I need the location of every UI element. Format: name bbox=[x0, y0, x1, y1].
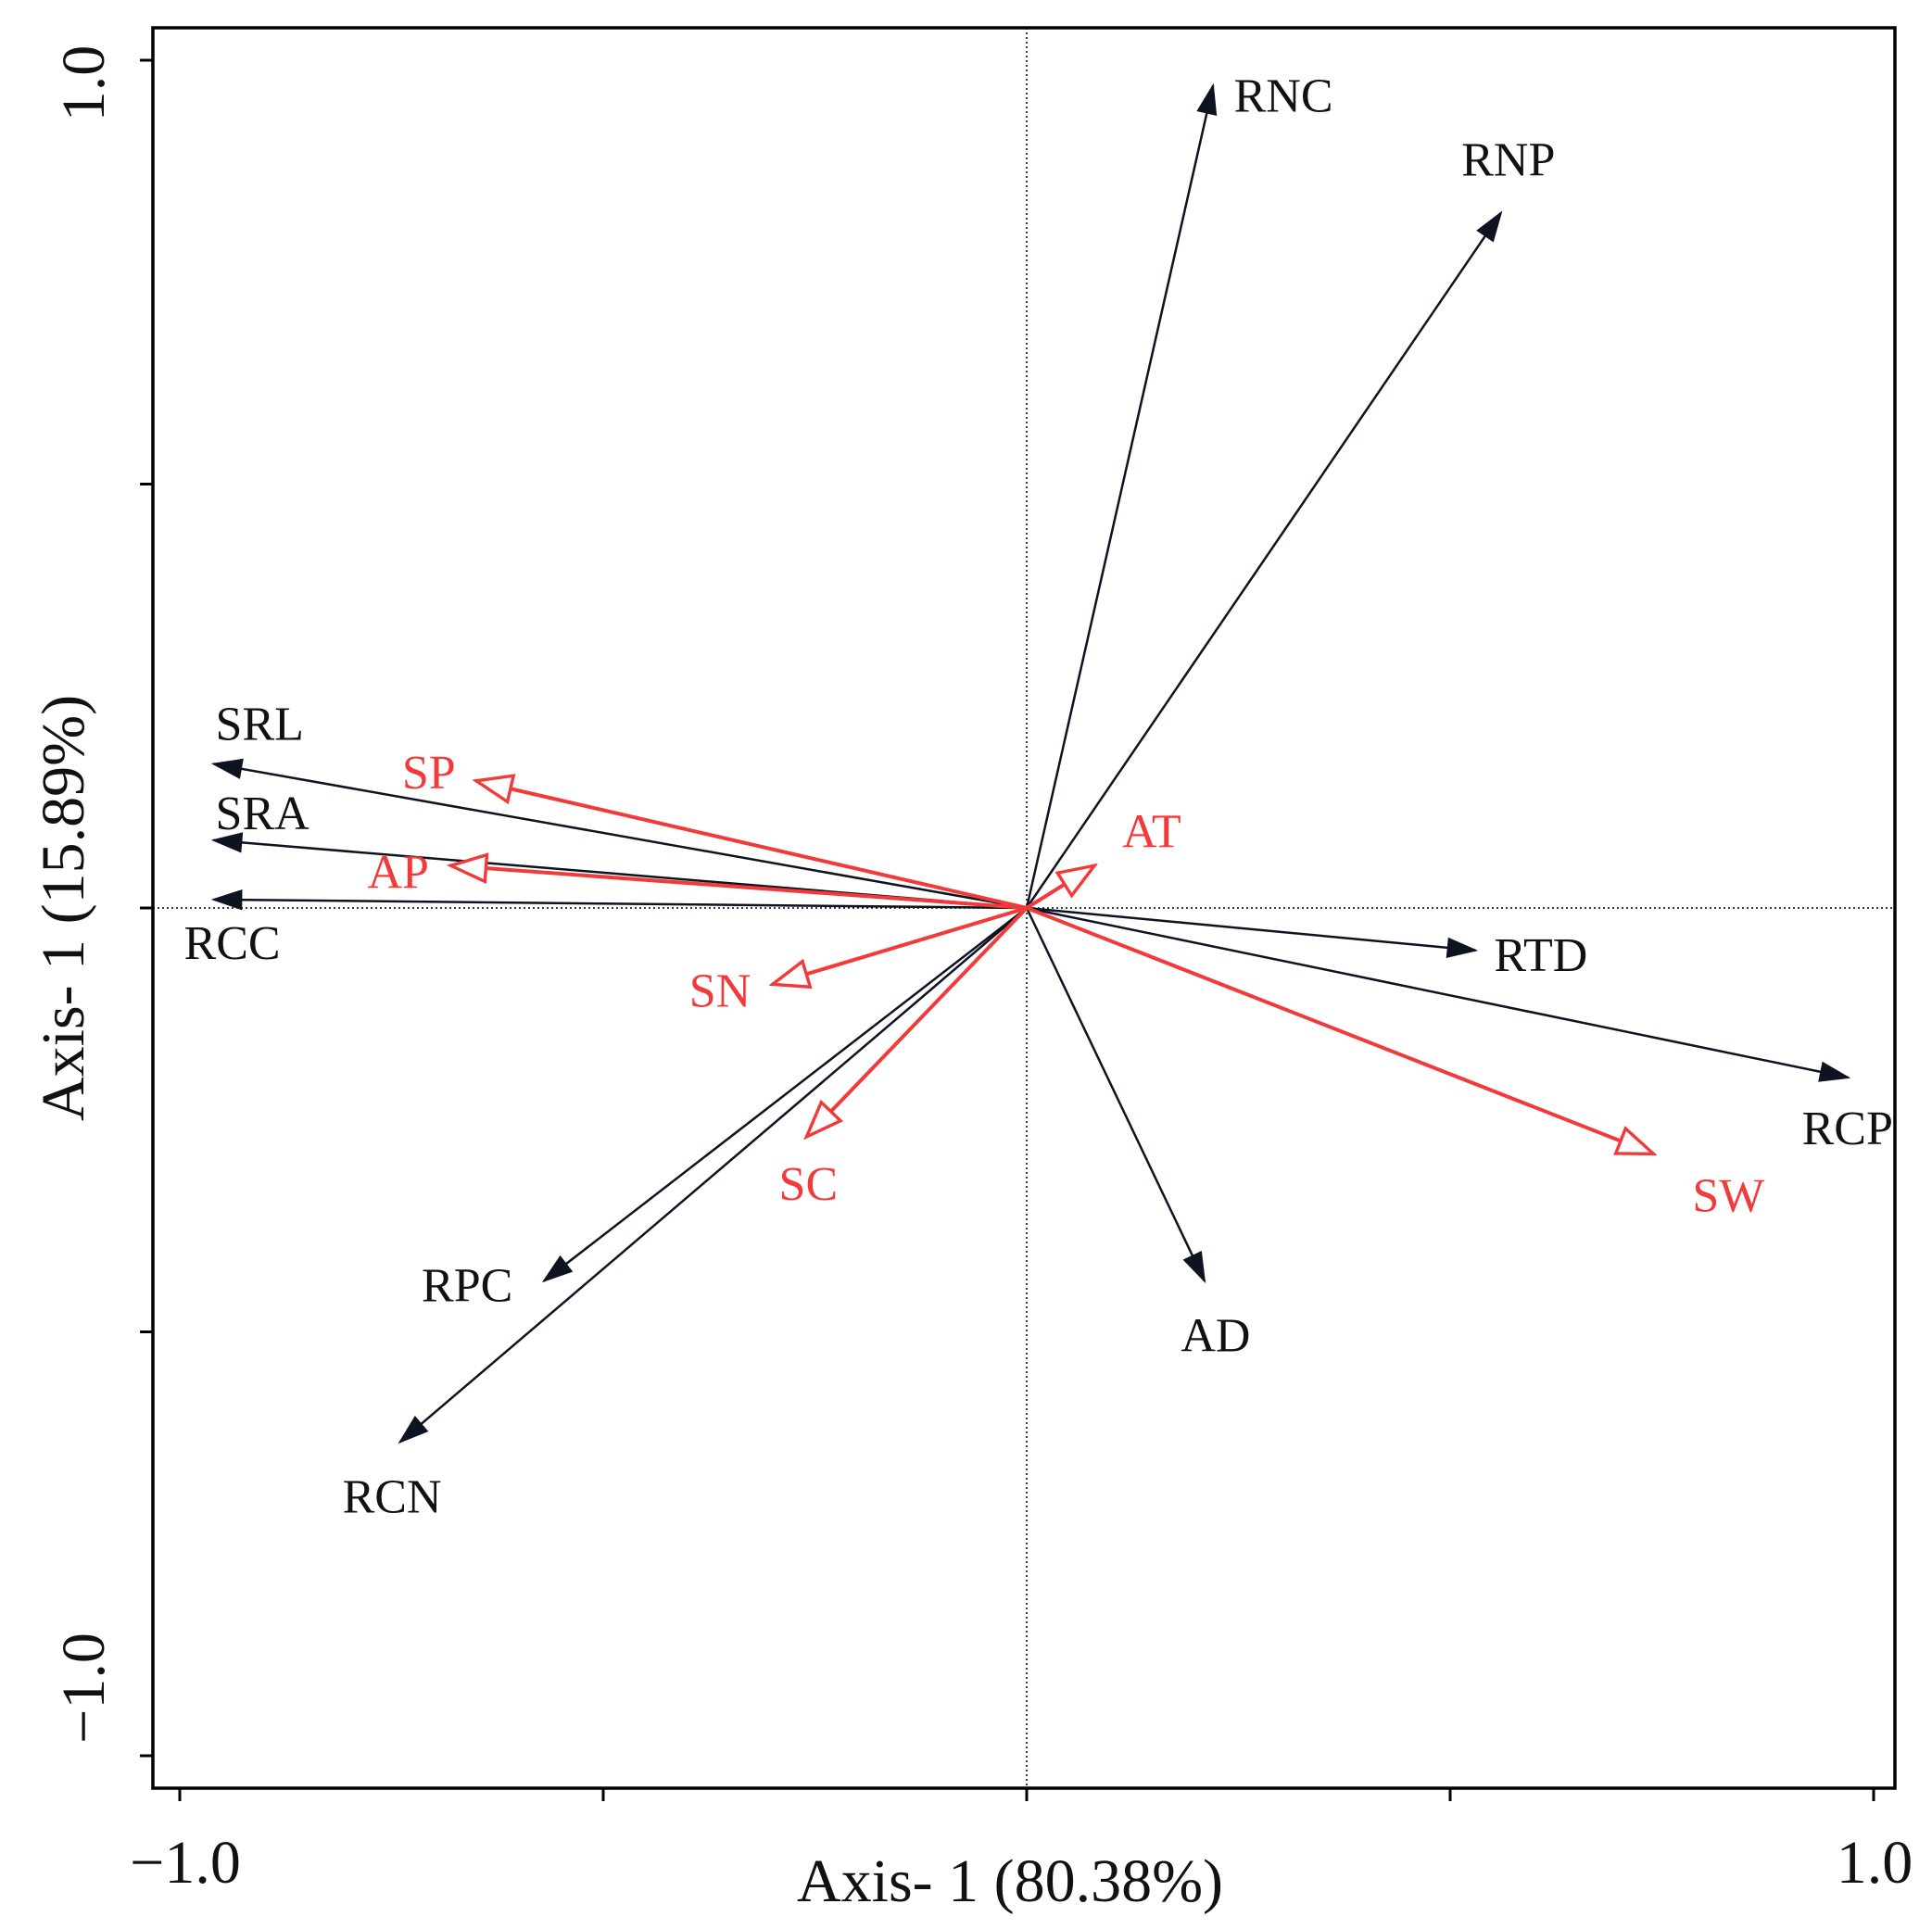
arrow-rpc bbox=[541, 907, 1028, 1283]
y-tick-label-max: 1.0 bbox=[50, 45, 118, 122]
x-axis-ticks bbox=[178, 1788, 1875, 1801]
arrow-rcc bbox=[210, 889, 1028, 911]
arrow-rtd bbox=[1026, 906, 1479, 959]
label-rcp: RCP bbox=[1802, 1103, 1893, 1155]
y-axis-ticks bbox=[140, 58, 153, 1758]
arrow-sp bbox=[476, 781, 1028, 910]
x-tick-label-min: −1.0 bbox=[130, 1829, 241, 1897]
arrow-ap bbox=[450, 865, 1028, 910]
label-ap: AP bbox=[367, 846, 428, 899]
arrow-sn bbox=[773, 906, 1028, 984]
label-sra: SRA bbox=[216, 788, 310, 840]
arrow-rnc bbox=[1025, 82, 1218, 909]
label-rpc: RPC bbox=[422, 1260, 512, 1313]
y-tick-label-min: −1.0 bbox=[50, 1633, 118, 1744]
label-rtd: RTD bbox=[1494, 929, 1587, 982]
label-rnc: RNC bbox=[1234, 69, 1333, 122]
label-srl: SRL bbox=[216, 698, 304, 750]
x-axis-title: Axis- 1 (80.38%) bbox=[797, 1847, 1223, 1915]
arrow-rcp bbox=[1026, 906, 1851, 1082]
label-rcn: RCN bbox=[343, 1470, 442, 1523]
arrow-sc bbox=[806, 906, 1029, 1137]
label-sw: SW bbox=[1692, 1169, 1764, 1222]
label-sc: SC bbox=[779, 1158, 839, 1211]
explanatory-arrow-group bbox=[450, 781, 1653, 1156]
response-arrow-group bbox=[210, 82, 1851, 1444]
label-rnp: RNP bbox=[1461, 134, 1555, 187]
arrow-sw bbox=[1026, 906, 1653, 1156]
arrow-at bbox=[1025, 865, 1094, 910]
arrow-rnp bbox=[1025, 210, 1503, 909]
label-sp: SP bbox=[402, 747, 456, 800]
arrow-rcn bbox=[398, 907, 1028, 1444]
arrow-label-group: RNC RNP SRL SRA RCC RTD RCP AD RPC RCN SP AP AT SN SC S… bbox=[184, 69, 1893, 1523]
label-rcc: RCC bbox=[184, 917, 281, 970]
label-ad: AD bbox=[1181, 1310, 1250, 1363]
label-at: AT bbox=[1122, 805, 1181, 858]
arrow-srl bbox=[210, 758, 1028, 910]
y-axis-title: Axis- 1 (15.89%) bbox=[30, 695, 97, 1121]
label-sn: SN bbox=[689, 964, 751, 1017]
x-tick-label-max: 1.0 bbox=[1837, 1829, 1913, 1897]
arrow-ad bbox=[1025, 907, 1206, 1284]
